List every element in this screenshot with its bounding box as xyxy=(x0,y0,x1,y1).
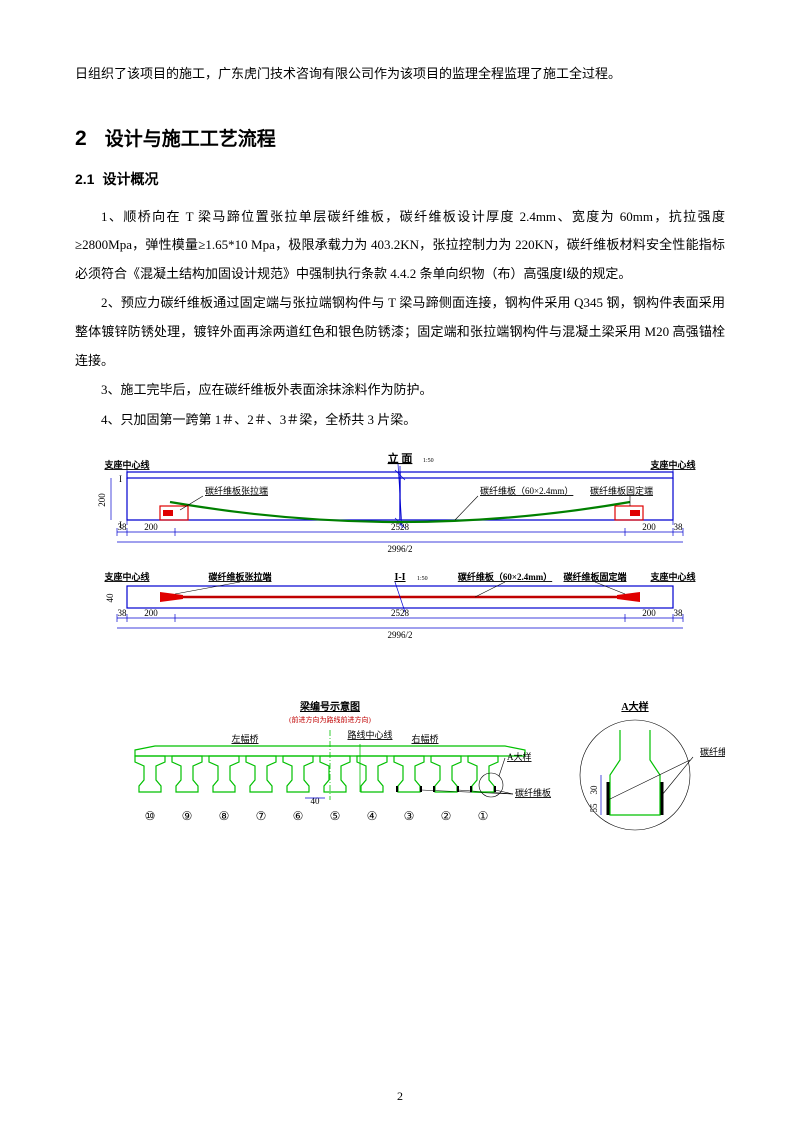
cfrp-lbl: 碳纤维板 xyxy=(515,787,551,798)
svg-text:④: ④ xyxy=(367,809,378,823)
d: 2996/2 xyxy=(387,630,412,640)
ii-scale: 1:50 xyxy=(417,576,428,582)
tension-end-label: 碳纤维板张拉端 xyxy=(205,485,268,496)
engineering-diagram: 立 面 1:50 支座中心线 支座中心线 200 xyxy=(75,450,725,885)
ii-tension: 碳纤维板张拉端 xyxy=(208,571,271,582)
dim: 200 xyxy=(642,522,656,532)
svg-text:I: I xyxy=(119,474,122,484)
layout-title: 梁编号示意图 xyxy=(299,700,360,713)
paragraph: 1、顺桥向在 T 梁马蹄位置张拉单层碳纤维板，碳纤维板设计厚度 2.4mm、宽度… xyxy=(75,203,725,289)
dim: 2528 xyxy=(391,522,410,532)
svg-text:⑤: ⑤ xyxy=(330,809,341,823)
subsection-title: 设计概况 xyxy=(102,171,158,187)
subsection-number: 2.1 xyxy=(75,171,94,187)
d: 30 xyxy=(589,785,599,795)
ii-right: 支座中心线 xyxy=(649,571,695,582)
d: 200 xyxy=(642,608,656,618)
svg-text:②: ② xyxy=(441,809,452,823)
right-deck: 右幅桥 xyxy=(411,733,438,744)
layout-subtitle: (前进方向为路线前进方向) xyxy=(289,715,371,724)
left-deck: 左幅桥 xyxy=(231,733,258,744)
right-support-label: 支座中心线 xyxy=(649,459,695,470)
svg-text:①: ① xyxy=(478,809,489,823)
d: 55 xyxy=(589,803,599,813)
subsection-heading: 2.1 设计概况 xyxy=(75,169,725,189)
detail-a-title: A大样 xyxy=(621,700,648,713)
detail-cfrp: 碳纤维板 xyxy=(700,746,725,757)
d: 2528 xyxy=(391,608,410,618)
elevation-title: 立 面 xyxy=(388,451,413,465)
center-line: 路线中心线 xyxy=(347,729,392,740)
section-heading: 2 设计与施工工艺流程 xyxy=(75,124,725,151)
ii-left: 支座中心线 xyxy=(103,571,149,582)
left-support-label: 支座中心线 xyxy=(103,459,149,470)
svg-text:③: ③ xyxy=(404,809,415,823)
dim-center: 2996/2 xyxy=(387,544,412,554)
cfrp-label: 碳纤维板（60×2.4mm） xyxy=(480,485,573,496)
paragraph: 2、预应力碳纤维板通过固定端与张拉端钢构件与 T 梁马蹄侧面连接，钢构件采用 Q… xyxy=(75,289,725,375)
dim-h: 200 xyxy=(97,493,107,507)
ii-cfrp: 碳纤维板（60×2.4mm） xyxy=(458,571,552,582)
dim: 38 xyxy=(118,522,128,532)
dim-gh: 40 xyxy=(105,593,115,603)
svg-text:⑩: ⑩ xyxy=(145,809,156,823)
d: 38 xyxy=(674,608,684,618)
ii-title: I-I xyxy=(394,572,405,583)
dim: 38 xyxy=(674,522,684,532)
svg-text:⑧: ⑧ xyxy=(219,809,230,823)
d: 38 xyxy=(118,608,128,618)
fixed-end-label: 碳纤维板固定端 xyxy=(590,485,653,496)
paragraph: 3、施工完毕后，应在碳纤维板外表面涂抹涂料作为防护。 xyxy=(75,376,725,405)
svg-text:⑦: ⑦ xyxy=(256,809,267,823)
elevation-scale: 1:50 xyxy=(423,458,434,464)
body-text: 1、顺桥向在 T 梁马蹄位置张拉单层碳纤维板，碳纤维板设计厚度 2.4mm、宽度… xyxy=(75,203,725,435)
section-number: 2 xyxy=(75,127,87,150)
page-number: 2 xyxy=(0,1089,800,1104)
a-detail-lbl: A大样 xyxy=(507,751,532,762)
section-title: 设计与施工工艺流程 xyxy=(105,129,276,150)
spacing: 40 xyxy=(311,796,321,806)
svg-text:⑨: ⑨ xyxy=(182,809,193,823)
svg-text:⑥: ⑥ xyxy=(293,809,304,823)
intro-paragraph: 日组织了该项目的施工，广东虎门技术咨询有限公司作为该项目的监理全程监理了施工全过… xyxy=(75,60,725,89)
d: 200 xyxy=(144,608,158,618)
paragraph: 4、只加固第一跨第 1＃、2＃、3＃梁，全桥共 3 片梁。 xyxy=(75,406,725,435)
dim: 200 xyxy=(144,522,158,532)
ii-fixed: 碳纤维板固定端 xyxy=(563,571,626,582)
